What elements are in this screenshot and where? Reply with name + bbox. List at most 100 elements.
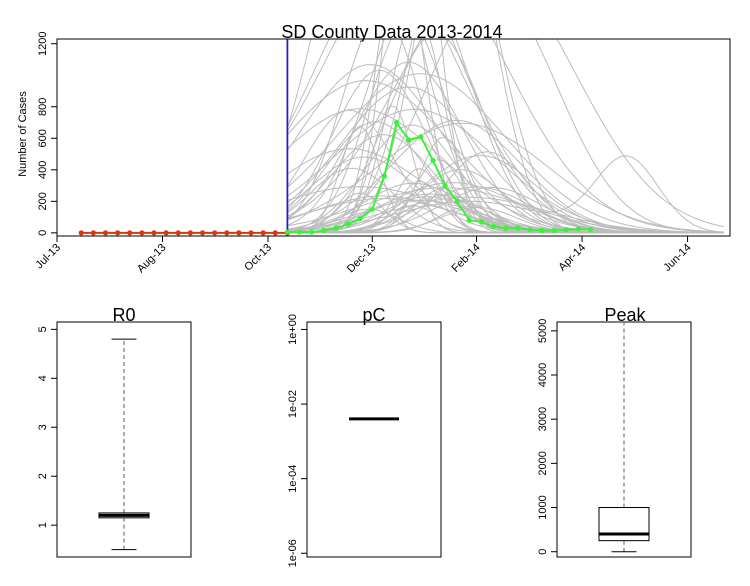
fit-point bbox=[587, 227, 594, 233]
y-tick-label: 5 bbox=[37, 326, 49, 332]
observed-point bbox=[163, 230, 169, 236]
x-tick-label: Oct-13 bbox=[242, 242, 274, 274]
y-tick-label: 2000 bbox=[537, 451, 549, 475]
pc-panel: pC 1e-06 1e-04 1e-02 1e+00 bbox=[287, 305, 442, 567]
fit-point bbox=[406, 137, 412, 143]
y-tick-label: 400 bbox=[37, 161, 49, 179]
fit-point bbox=[503, 225, 509, 231]
fit-point bbox=[381, 173, 388, 179]
simulation-line bbox=[287, 39, 725, 228]
simulation-line bbox=[287, 122, 724, 233]
observed-point bbox=[236, 230, 242, 236]
y-tick-label: 1e-02 bbox=[287, 390, 299, 418]
fit-point bbox=[321, 227, 327, 234]
x-tick-label: Apr-14 bbox=[556, 242, 588, 274]
fit-point bbox=[442, 182, 448, 189]
x-tick-label: Feb-14 bbox=[450, 242, 483, 275]
observed-point bbox=[272, 230, 278, 236]
fit-point bbox=[357, 216, 363, 222]
simulation-line bbox=[287, 125, 724, 234]
y-tick-label: 4 bbox=[37, 375, 49, 381]
pc-title: pC bbox=[362, 305, 385, 325]
r0-panel: R0 1 2 3 4 5 bbox=[37, 305, 192, 558]
y-tick-label: 2 bbox=[37, 473, 49, 479]
r0-boxplot: 1 2 3 4 5 bbox=[37, 326, 150, 551]
observed-point bbox=[248, 230, 254, 236]
fit-point bbox=[284, 229, 290, 235]
fit-point bbox=[478, 219, 485, 225]
simulation-line bbox=[287, 155, 724, 233]
fit-point bbox=[515, 225, 521, 231]
observed-point bbox=[139, 230, 145, 236]
y-tick-label: 5000 bbox=[537, 319, 549, 343]
fit-point bbox=[418, 134, 424, 140]
x-tick-label: Jul-13 bbox=[33, 242, 63, 272]
fit-point bbox=[296, 229, 303, 235]
simulation-lines bbox=[286, 39, 725, 234]
fit-point bbox=[527, 227, 533, 233]
peak-boxplot: 0 1000 2000 3000 4000 5000 bbox=[537, 319, 650, 555]
simulation-line bbox=[287, 124, 724, 234]
r0-title: R0 bbox=[112, 305, 135, 325]
y-tick-label: 200 bbox=[37, 192, 49, 210]
y-tick-label: 1e-06 bbox=[287, 539, 299, 567]
observed-point bbox=[102, 230, 109, 236]
fit-point bbox=[393, 119, 400, 126]
simulation-line bbox=[287, 121, 724, 234]
y-tick-label: 0 bbox=[537, 549, 549, 555]
fit-point bbox=[333, 225, 339, 231]
simulation-line bbox=[287, 80, 724, 234]
fit-point bbox=[466, 217, 472, 223]
plot-frame bbox=[56, 38, 731, 237]
fit-point bbox=[430, 157, 436, 163]
fit-point bbox=[454, 198, 460, 204]
y-tick-label: 4000 bbox=[537, 363, 549, 387]
fit-point bbox=[345, 221, 351, 227]
y-tick-label: 600 bbox=[37, 129, 49, 147]
y-tick-label: 3 bbox=[37, 424, 49, 430]
x-tick-label: Dec-13 bbox=[345, 242, 379, 276]
peak-panel: Peak 0 1000 2000 3000 4000 5000 bbox=[537, 305, 692, 558]
observed-point bbox=[260, 230, 266, 236]
observed-point bbox=[151, 230, 157, 236]
simulation-line bbox=[286, 39, 724, 233]
y-tick-label: 1e-04 bbox=[287, 465, 299, 493]
y-tick-label: 1200 bbox=[37, 31, 49, 55]
observed-point bbox=[224, 230, 230, 236]
r0-frame bbox=[56, 321, 192, 558]
simulation-line bbox=[287, 39, 724, 233]
y-tick-label: 0 bbox=[37, 230, 49, 236]
simulation-line bbox=[287, 73, 724, 234]
observed-point bbox=[115, 230, 121, 236]
x-tick-label: Jun-14 bbox=[661, 242, 693, 274]
y-tick-label: 3000 bbox=[537, 407, 549, 431]
y-axis-label: Number of Cases bbox=[17, 91, 29, 177]
cases-panel: SD County Data 2013-2014 Number of Cases… bbox=[17, 22, 731, 275]
peak-title: Peak bbox=[604, 305, 646, 325]
observed-point bbox=[187, 230, 193, 236]
observed-point bbox=[78, 230, 84, 236]
chart-title: SD County Data 2013-2014 bbox=[281, 22, 502, 42]
fit-point bbox=[369, 206, 375, 212]
fit-point bbox=[563, 227, 569, 233]
observed-point bbox=[175, 230, 181, 236]
iqr-box bbox=[598, 507, 650, 542]
pc-frame bbox=[306, 321, 442, 558]
observed-point bbox=[127, 230, 133, 236]
y-tick-label: 1 bbox=[37, 522, 49, 528]
simulation-line bbox=[287, 39, 724, 234]
fit-point bbox=[309, 229, 315, 235]
y-tick-label: 1000 bbox=[537, 495, 549, 519]
fit-point bbox=[539, 227, 545, 234]
fit-point bbox=[490, 223, 497, 230]
fit-point bbox=[575, 226, 582, 232]
observed-point bbox=[90, 230, 96, 236]
observed-point bbox=[212, 230, 218, 236]
x-tick-label: Aug-13 bbox=[135, 242, 169, 276]
simulation-line bbox=[287, 61, 724, 234]
cases-marks: 0 200 400 600 800 1200 Jul-13 Aug-13 Oct-13 Dec-1… bbox=[33, 31, 693, 275]
y-tick-label: 800 bbox=[37, 98, 49, 116]
y-tick-label: 1e+00 bbox=[287, 314, 299, 345]
pc-boxplot: 1e-06 1e-04 1e-02 1e+00 bbox=[287, 314, 399, 567]
